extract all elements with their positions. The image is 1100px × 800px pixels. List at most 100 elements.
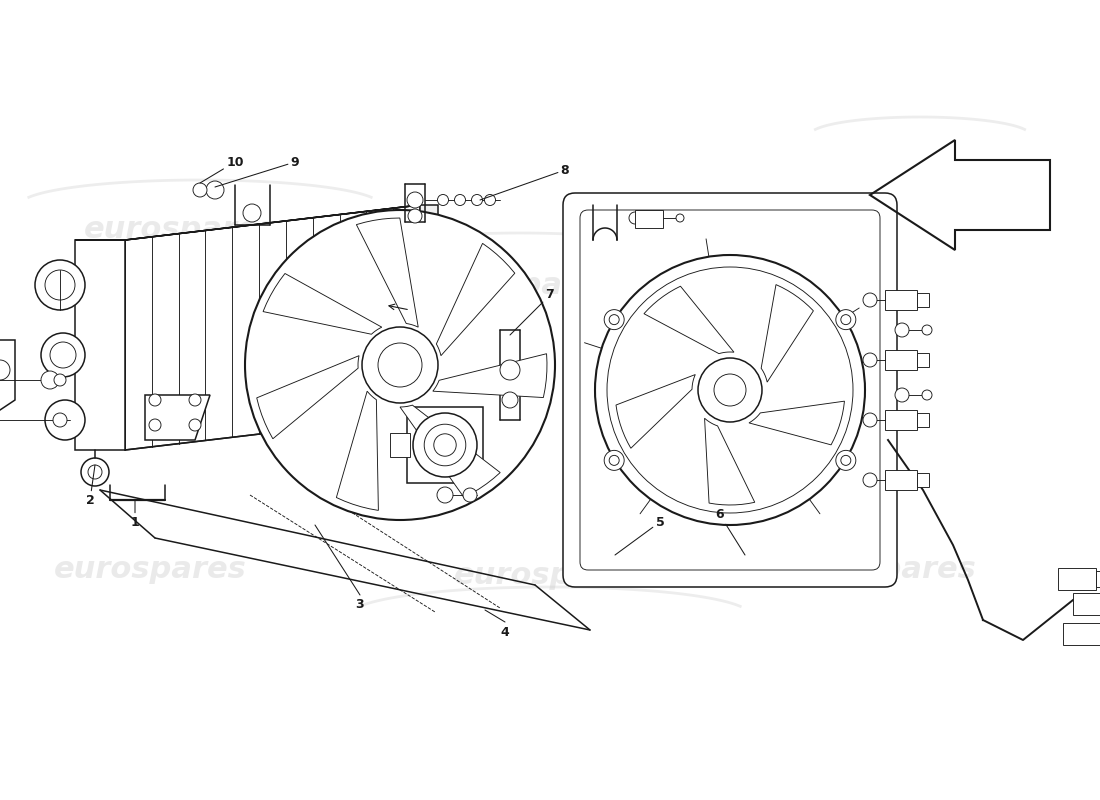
Circle shape bbox=[840, 314, 850, 325]
FancyBboxPatch shape bbox=[563, 193, 896, 587]
Polygon shape bbox=[356, 218, 418, 327]
Polygon shape bbox=[420, 205, 438, 415]
Circle shape bbox=[54, 374, 66, 386]
Bar bbox=[917, 353, 930, 367]
Text: 10: 10 bbox=[200, 155, 244, 183]
Polygon shape bbox=[432, 354, 547, 398]
Polygon shape bbox=[75, 205, 420, 240]
Circle shape bbox=[438, 194, 449, 206]
Circle shape bbox=[437, 487, 453, 503]
Text: eurospares: eurospares bbox=[783, 555, 977, 585]
Circle shape bbox=[189, 419, 201, 431]
Circle shape bbox=[609, 455, 619, 466]
Bar bbox=[75, 240, 125, 450]
Circle shape bbox=[81, 458, 109, 486]
Circle shape bbox=[604, 450, 624, 470]
Circle shape bbox=[50, 342, 76, 368]
Bar bbox=[1072, 593, 1100, 615]
Circle shape bbox=[629, 212, 641, 224]
Circle shape bbox=[433, 434, 456, 456]
Circle shape bbox=[864, 473, 877, 487]
Circle shape bbox=[378, 343, 422, 387]
Circle shape bbox=[864, 293, 877, 307]
Circle shape bbox=[362, 327, 438, 403]
Bar bbox=[886, 290, 917, 310]
Circle shape bbox=[472, 194, 483, 206]
Circle shape bbox=[836, 310, 856, 330]
Bar bbox=[886, 350, 917, 370]
Circle shape bbox=[45, 270, 75, 300]
Circle shape bbox=[245, 210, 556, 520]
Polygon shape bbox=[761, 285, 813, 382]
Circle shape bbox=[463, 488, 477, 502]
Polygon shape bbox=[749, 401, 845, 445]
Circle shape bbox=[895, 388, 909, 402]
Polygon shape bbox=[705, 418, 755, 505]
Circle shape bbox=[408, 209, 422, 223]
Circle shape bbox=[45, 400, 85, 440]
Bar bbox=[1063, 623, 1100, 645]
Circle shape bbox=[425, 424, 465, 466]
Circle shape bbox=[243, 204, 261, 222]
Polygon shape bbox=[337, 391, 378, 510]
Circle shape bbox=[714, 374, 746, 406]
Circle shape bbox=[412, 413, 477, 477]
Circle shape bbox=[676, 214, 684, 222]
Circle shape bbox=[148, 394, 161, 406]
Circle shape bbox=[840, 455, 850, 466]
Circle shape bbox=[604, 310, 624, 330]
Circle shape bbox=[895, 323, 909, 337]
Text: 4: 4 bbox=[500, 626, 509, 638]
Circle shape bbox=[922, 325, 932, 335]
Polygon shape bbox=[616, 374, 695, 448]
Circle shape bbox=[609, 314, 619, 325]
Polygon shape bbox=[437, 243, 515, 356]
Text: 9: 9 bbox=[214, 155, 299, 187]
Circle shape bbox=[88, 465, 102, 479]
Circle shape bbox=[206, 181, 224, 199]
Text: 7: 7 bbox=[510, 289, 554, 335]
Polygon shape bbox=[125, 205, 420, 450]
Circle shape bbox=[595, 255, 865, 525]
Polygon shape bbox=[145, 395, 210, 440]
Circle shape bbox=[41, 371, 59, 389]
Circle shape bbox=[35, 260, 85, 310]
Bar bbox=[917, 413, 930, 427]
Bar bbox=[917, 473, 930, 487]
Bar bbox=[635, 210, 663, 228]
Circle shape bbox=[922, 390, 932, 400]
Circle shape bbox=[148, 419, 161, 431]
Circle shape bbox=[407, 192, 424, 208]
Polygon shape bbox=[0, 340, 15, 410]
Circle shape bbox=[502, 392, 518, 408]
Circle shape bbox=[41, 333, 85, 377]
Text: 2: 2 bbox=[86, 465, 95, 506]
Text: eurospares: eurospares bbox=[84, 215, 276, 245]
Circle shape bbox=[836, 450, 856, 470]
Circle shape bbox=[500, 360, 520, 380]
Text: 6: 6 bbox=[716, 509, 745, 555]
Circle shape bbox=[189, 394, 201, 406]
Text: 5: 5 bbox=[615, 515, 664, 555]
Text: eurospares: eurospares bbox=[453, 561, 647, 590]
Circle shape bbox=[53, 413, 67, 427]
Circle shape bbox=[698, 358, 762, 422]
Text: 3: 3 bbox=[355, 598, 364, 611]
Bar bbox=[390, 433, 410, 457]
Polygon shape bbox=[256, 356, 359, 438]
Bar bbox=[886, 410, 917, 430]
Circle shape bbox=[192, 183, 207, 197]
Bar bbox=[407, 407, 483, 483]
Circle shape bbox=[864, 413, 877, 427]
Bar bbox=[886, 470, 917, 490]
Text: eurospares: eurospares bbox=[54, 555, 246, 585]
Text: 1: 1 bbox=[131, 500, 140, 529]
Circle shape bbox=[0, 360, 10, 380]
Polygon shape bbox=[400, 405, 500, 498]
Bar bbox=[917, 293, 930, 307]
Circle shape bbox=[454, 194, 465, 206]
Circle shape bbox=[484, 194, 495, 206]
Text: eurospares: eurospares bbox=[424, 270, 616, 299]
Polygon shape bbox=[644, 286, 734, 354]
Circle shape bbox=[646, 212, 658, 224]
